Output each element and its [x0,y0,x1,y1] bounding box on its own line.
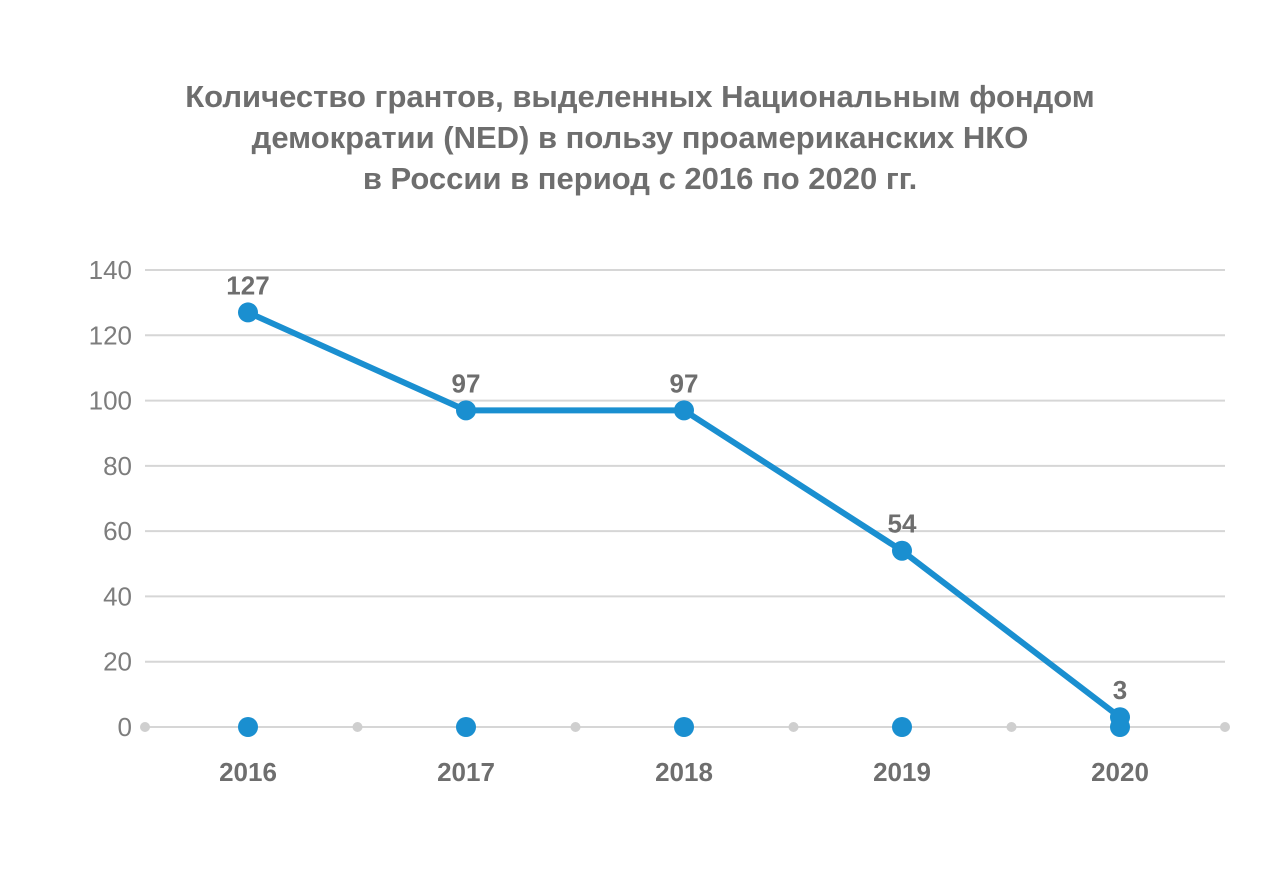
x-axis-labels: 2016 2017 2018 2019 2020 [219,757,1149,787]
category-marker [456,717,476,737]
data-point [238,302,258,323]
axis-dot [570,722,581,732]
grid-lines [145,269,1225,728]
x-axis-dots [140,717,1230,737]
y-tick-label: 140 [89,255,132,285]
x-tick-label: 2020 [1091,757,1149,787]
data-label: 97 [452,368,481,398]
axis-dot [1006,722,1017,732]
data-label: 97 [670,368,699,398]
data-point [892,540,912,561]
axis-dot [1220,722,1230,732]
chart-title-line-1: Количество грантов, выделенных Националь… [185,79,1095,114]
x-tick-label: 2018 [655,757,713,787]
series-layer [238,302,1130,728]
y-tick-label: 60 [103,516,132,546]
y-tick-label: 100 [89,386,132,416]
category-marker [674,717,694,737]
x-tick-label: 2019 [873,757,931,787]
category-marker [892,717,912,737]
data-label: 127 [226,270,269,300]
x-tick-label: 2016 [219,757,277,787]
data-point [1110,707,1130,728]
data-point [674,400,694,421]
category-marker [238,717,258,737]
axis-dot [352,722,363,732]
data-point [456,400,476,421]
y-tick-label: 20 [103,647,132,677]
axis-dot [140,722,150,732]
y-tick-label: 80 [103,451,132,481]
chart-title-line-2: демократии (NED) в пользу проамерикански… [251,120,1029,155]
chart-title: Количество грантов, выделенных Националь… [40,76,1240,199]
data-label: 3 [1113,675,1127,705]
data-label: 54 [888,509,917,539]
axis-dot [788,722,799,732]
y-tick-label: 40 [103,581,132,611]
x-tick-label: 2017 [437,757,495,787]
y-axis-ticks: 0 20 40 60 80 100 120 140 [89,255,132,742]
data-labels: 127 97 97 54 3 [226,270,1127,705]
y-tick-label: 0 [118,712,132,742]
chart-title-line-3: в России в период с 2016 по 2020 гг. [362,161,918,196]
y-tick-label: 120 [89,320,132,350]
